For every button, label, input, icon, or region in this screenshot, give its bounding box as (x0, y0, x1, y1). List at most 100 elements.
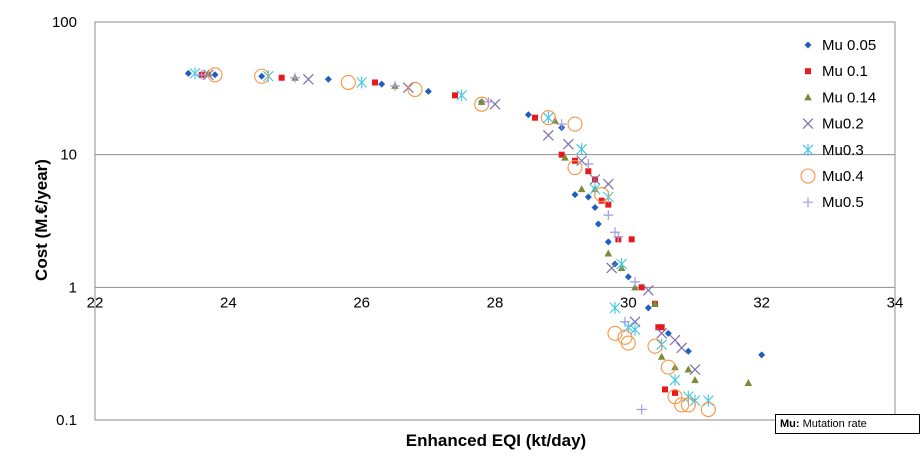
data-point (758, 351, 766, 359)
legend: Mu 0.05 Mu 0.1 Mu 0.14 Mu0.2 Mu0.3 Mu0.4 Mu0.5 (800, 37, 876, 211)
data-point (604, 238, 612, 246)
data-point (254, 68, 270, 84)
data-point (684, 347, 692, 355)
data-point (644, 304, 652, 312)
data-point (638, 284, 645, 291)
legend-label: Mu0.5 (822, 194, 864, 211)
data-point (302, 73, 314, 85)
legend-marker (805, 68, 811, 75)
y-tick-label: 100 (52, 14, 77, 31)
data-point (636, 404, 647, 415)
data-point (651, 299, 659, 307)
data-point (424, 87, 432, 95)
data-point (594, 220, 602, 228)
x-tick-label: 32 (753, 294, 770, 311)
data-point (577, 185, 586, 193)
data-point (604, 249, 613, 257)
data-point (656, 327, 668, 339)
data-point (591, 203, 599, 211)
data-point (567, 159, 583, 176)
data-point (598, 197, 605, 204)
data-point (669, 334, 681, 346)
data-point (340, 74, 356, 91)
data-point (542, 129, 554, 141)
legend-label: Mu 0.1 (822, 63, 868, 80)
data-point (602, 178, 614, 190)
y-tick-label: 1 (69, 279, 77, 296)
data-point (584, 193, 592, 201)
data-point (629, 323, 641, 336)
x-tick-label: 30 (620, 294, 637, 311)
data-point (390, 80, 400, 91)
data-point (378, 80, 386, 88)
data-point (647, 338, 663, 354)
data-point (609, 301, 621, 314)
data-point (613, 231, 624, 242)
data-point (477, 97, 486, 105)
legend-label: Mu0.3 (822, 142, 864, 159)
data-point (452, 92, 458, 99)
plot-area (94, 21, 896, 421)
data-point (642, 284, 654, 296)
data-point (290, 72, 300, 83)
data-point (556, 119, 567, 130)
data-point (540, 110, 556, 126)
data-point (356, 76, 368, 89)
data-point (605, 201, 612, 208)
data-point (629, 316, 641, 328)
x-axis-title: Enhanced EQI (kt/day) (406, 431, 586, 450)
data-point (278, 74, 285, 81)
data-points (184, 67, 766, 418)
data-point (567, 116, 583, 132)
mutation-rate-note: Mu: Mutation rate (775, 414, 920, 434)
data-point (483, 96, 494, 107)
data-point (207, 67, 223, 83)
data-point (324, 75, 332, 83)
legend-marker (802, 118, 814, 130)
data-point (658, 324, 665, 331)
legend-item: Mu 0.1 (805, 63, 868, 80)
legend-marker (802, 143, 814, 156)
data-point (616, 257, 628, 270)
data-point (655, 324, 662, 331)
data-point (456, 89, 468, 102)
data-point (628, 236, 635, 243)
data-point (558, 151, 565, 158)
legend-item: Mu 0.14 (804, 89, 876, 106)
data-point (620, 316, 630, 327)
data-point (211, 71, 219, 79)
x-tick-label: 22 (87, 294, 104, 311)
data-point (676, 342, 688, 354)
data-point (620, 335, 636, 351)
tick-labels: 100 10 1 0.1 22 24 26 28 30 32 34 (52, 14, 903, 429)
data-point (372, 79, 378, 86)
legend-item: Mu 0.05 (804, 37, 876, 54)
legend-marker (800, 168, 816, 184)
legend-label: Mu 0.05 (822, 37, 876, 54)
legend-marker (803, 197, 813, 208)
data-point (196, 69, 207, 80)
x-tick-label: 34 (887, 294, 904, 311)
data-point (184, 69, 192, 77)
data-point (524, 111, 532, 119)
data-point (603, 210, 614, 221)
data-point (583, 159, 594, 170)
data-point (407, 81, 423, 98)
data-point (489, 98, 501, 110)
y-tick-label: 10 (60, 147, 77, 164)
data-point (669, 374, 681, 387)
x-tick-label: 26 (353, 294, 370, 311)
data-point (630, 276, 640, 287)
data-point (662, 386, 668, 393)
data-point (606, 262, 618, 274)
data-point (562, 138, 574, 150)
note-text: Mutation rate (799, 418, 867, 430)
data-point (189, 67, 201, 80)
data-point (532, 114, 538, 121)
data-point (700, 401, 716, 418)
x-tick-label: 24 (220, 294, 237, 311)
data-point (672, 389, 678, 396)
legend-item: Mu0.5 (803, 194, 864, 211)
